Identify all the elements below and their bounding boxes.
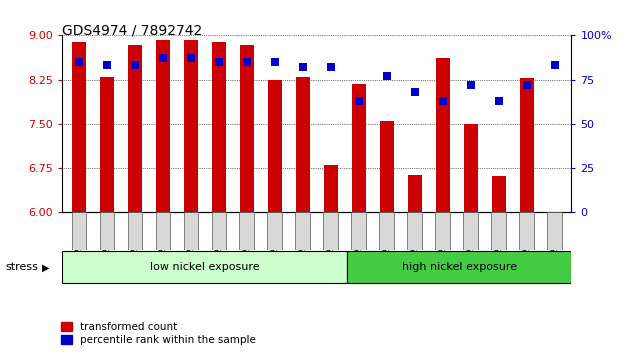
Bar	[128, 45, 142, 212]
FancyBboxPatch shape	[491, 212, 506, 250]
Point	[158, 56, 168, 61]
FancyBboxPatch shape	[351, 212, 366, 250]
FancyBboxPatch shape	[463, 212, 478, 250]
Point	[550, 63, 560, 68]
Bar	[324, 165, 338, 212]
Bar	[351, 84, 366, 212]
FancyBboxPatch shape	[155, 212, 170, 250]
Bar	[100, 77, 114, 212]
FancyBboxPatch shape	[379, 212, 394, 250]
Legend: transformed count, percentile rank within the sample: transformed count, percentile rank withi…	[61, 322, 256, 345]
Text: ▶: ▶	[42, 262, 50, 272]
Bar	[240, 45, 254, 212]
Bar	[72, 42, 86, 212]
FancyBboxPatch shape	[348, 251, 571, 283]
FancyBboxPatch shape	[127, 212, 142, 250]
FancyBboxPatch shape	[184, 212, 198, 250]
Text: low nickel exposure: low nickel exposure	[150, 262, 260, 272]
Point	[522, 82, 532, 88]
Text: GDS4974 / 7892742: GDS4974 / 7892742	[62, 23, 202, 37]
FancyBboxPatch shape	[324, 212, 338, 250]
FancyBboxPatch shape	[547, 212, 562, 250]
FancyBboxPatch shape	[519, 212, 534, 250]
FancyBboxPatch shape	[296, 212, 310, 250]
Bar	[379, 121, 394, 212]
Point	[494, 98, 504, 104]
Point	[297, 64, 307, 70]
Point	[466, 82, 476, 88]
Point	[410, 89, 420, 95]
Point	[130, 63, 140, 68]
FancyBboxPatch shape	[212, 212, 226, 250]
Bar	[407, 175, 422, 212]
Bar	[212, 42, 226, 212]
FancyBboxPatch shape	[407, 212, 422, 250]
Bar	[184, 40, 198, 212]
Point	[102, 63, 112, 68]
FancyBboxPatch shape	[435, 212, 450, 250]
FancyBboxPatch shape	[99, 212, 114, 250]
Point	[242, 59, 252, 65]
Point	[186, 56, 196, 61]
Text: stress: stress	[5, 262, 38, 272]
Point	[438, 98, 448, 104]
Bar	[268, 80, 282, 212]
Bar	[435, 58, 450, 212]
Bar	[156, 40, 170, 212]
FancyBboxPatch shape	[71, 212, 86, 250]
Point	[326, 64, 336, 70]
Point	[270, 59, 279, 65]
FancyBboxPatch shape	[62, 251, 348, 283]
Point	[354, 98, 364, 104]
Point	[214, 59, 224, 65]
Text: high nickel exposure: high nickel exposure	[402, 262, 517, 272]
FancyBboxPatch shape	[240, 212, 254, 250]
Bar	[492, 176, 505, 212]
Point	[74, 59, 84, 65]
Point	[382, 73, 392, 79]
FancyBboxPatch shape	[268, 212, 282, 250]
Bar	[464, 124, 478, 212]
Bar	[520, 78, 533, 212]
Bar	[296, 77, 310, 212]
